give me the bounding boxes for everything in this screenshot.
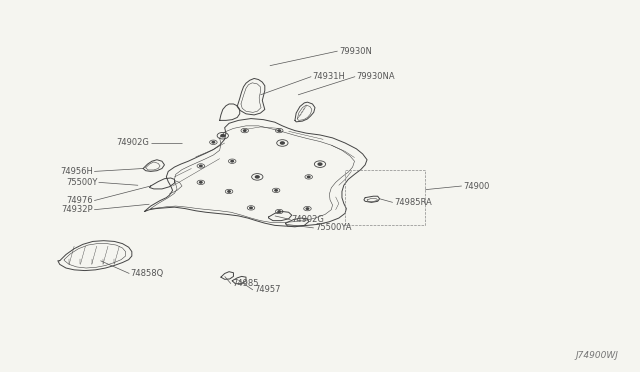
Text: 79930N: 79930N — [339, 46, 372, 55]
Circle shape — [278, 211, 280, 212]
Circle shape — [280, 142, 284, 144]
Text: 74956H: 74956H — [60, 167, 93, 176]
Text: 75500Y: 75500Y — [66, 178, 97, 187]
Circle shape — [275, 190, 277, 191]
Circle shape — [212, 141, 214, 143]
Text: 74902G: 74902G — [292, 215, 324, 224]
Circle shape — [200, 182, 202, 183]
Text: 74976: 74976 — [67, 196, 93, 205]
Text: 75500YA: 75500YA — [315, 224, 351, 232]
Circle shape — [200, 165, 202, 167]
Circle shape — [255, 176, 259, 178]
Text: 74858Q: 74858Q — [131, 269, 164, 278]
Circle shape — [231, 160, 234, 162]
Text: 74957: 74957 — [254, 285, 281, 294]
Text: 74900: 74900 — [463, 182, 490, 190]
Circle shape — [221, 135, 225, 137]
Circle shape — [250, 207, 252, 209]
Circle shape — [318, 163, 322, 165]
Circle shape — [243, 130, 246, 131]
Circle shape — [307, 176, 310, 177]
Text: 74932P: 74932P — [61, 205, 93, 214]
Text: 74985RA: 74985RA — [394, 198, 432, 207]
Circle shape — [278, 130, 280, 131]
Text: J74900WJ: J74900WJ — [575, 351, 618, 360]
Text: 74902G: 74902G — [116, 138, 149, 147]
Circle shape — [306, 208, 308, 209]
Text: 79930NA: 79930NA — [356, 72, 395, 81]
Circle shape — [228, 191, 230, 192]
Text: 74931H: 74931H — [312, 72, 346, 81]
Text: 74985: 74985 — [232, 279, 259, 288]
